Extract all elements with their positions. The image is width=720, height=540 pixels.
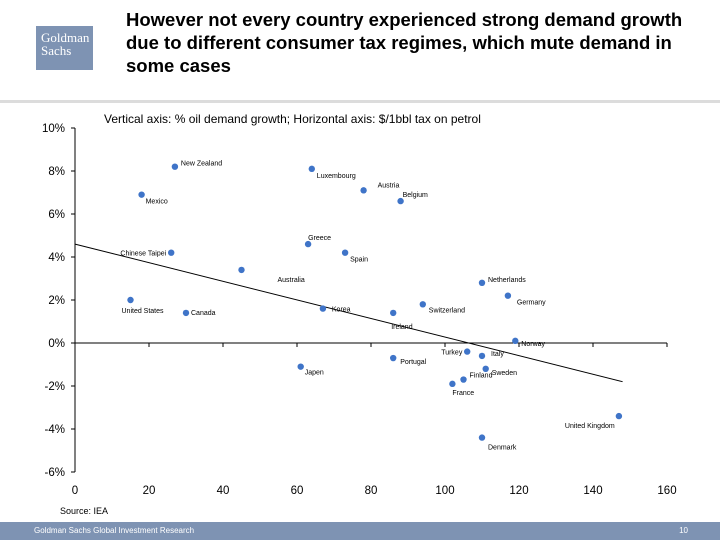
source-note: Source: IEA [60,506,109,516]
point-label: United States [122,308,165,315]
header-band [0,0,720,102]
y-tick-label: 4% [48,252,65,264]
point-label: New Zealand [181,161,222,168]
data-point [504,292,512,299]
data-point [308,165,315,173]
point-label: Denmark [488,445,517,452]
x-tick-label: 60 [291,485,304,497]
point-label: Chinese Taipei [120,251,166,258]
x-tick-label: 140 [583,485,602,497]
y-tick-label: 0% [48,338,65,350]
point-label: Switzerland [429,307,465,314]
data-point [397,197,404,205]
data-point [419,301,426,308]
point-label: Finland [470,373,493,380]
data-point [319,305,327,312]
logo-line-1: Goldman [41,30,90,45]
point-label: Canada [191,310,216,317]
point-label: Belgium [403,192,428,199]
footer-text: Goldman Sachs Global Investment Research [34,526,195,535]
point-label: Mexico [146,199,168,206]
page-number: 10 [679,526,688,535]
header-divider [0,100,720,103]
point-label: Norway [521,341,545,348]
y-tick-label: 8% [48,166,65,178]
footer-bar: Goldman Sachs Global Investment Research… [0,522,720,540]
data-point [478,352,486,360]
point-label: Korea [332,307,351,314]
point-label: Netherlands [488,277,526,284]
point-label: Germany [517,300,546,307]
point-label: Spain [350,257,368,264]
y-tick-label: -4% [45,424,65,436]
data-point [478,434,486,441]
x-tick-label: 120 [509,485,528,497]
y-tick-label: 6% [48,209,65,221]
y-tick-label: 2% [48,295,65,307]
data-point [460,376,467,383]
x-tick-label: 40 [217,485,230,497]
point-label: Italy [491,351,504,358]
data-point [478,279,486,286]
x-tick-label: 80 [365,485,378,497]
data-point [127,296,134,304]
x-tick-label: 0 [72,485,78,497]
point-label: Sweden [492,370,517,377]
y-tick-label: 10% [42,123,65,135]
data-point [304,240,312,248]
data-point [168,249,175,256]
logo-line-2: Sachs [41,43,72,58]
data-point [390,309,397,317]
data-point [482,365,489,372]
x-tick-label: 100 [435,485,454,497]
trend-line [74,243,623,383]
data-point [449,380,456,388]
slide-title: However not every country experienced st… [126,9,683,76]
x-tick-label: 160 [657,485,676,497]
point-label: Luxembourg [317,173,356,180]
data-point [297,363,304,370]
data-point [512,337,519,345]
data-point [464,348,471,355]
data-point [615,412,623,420]
point-label: Ireland [391,324,413,331]
data-point [171,163,179,170]
point-label: Australia [278,277,305,284]
point-label: Portugal [400,359,427,366]
data-point [341,249,349,256]
goldman-sachs-logo: Goldman Sachs [36,26,93,70]
point-label: France [452,390,474,397]
point-label: United Kingdom [565,423,615,430]
point-label: Austria [378,182,400,189]
axis-caption: Vertical axis: % oil demand growth; Hori… [104,112,481,126]
data-point [138,191,145,198]
point-label: Greece [308,235,331,242]
data-point [238,266,245,274]
y-tick-label: -2% [45,381,65,393]
point-label: Turkey [441,350,463,357]
y-tick-label: -6% [45,467,65,479]
data-point [390,354,397,362]
data-point [360,187,367,194]
x-tick-label: 20 [143,485,156,497]
point-label: Japen [305,370,324,377]
data-point [182,309,190,317]
